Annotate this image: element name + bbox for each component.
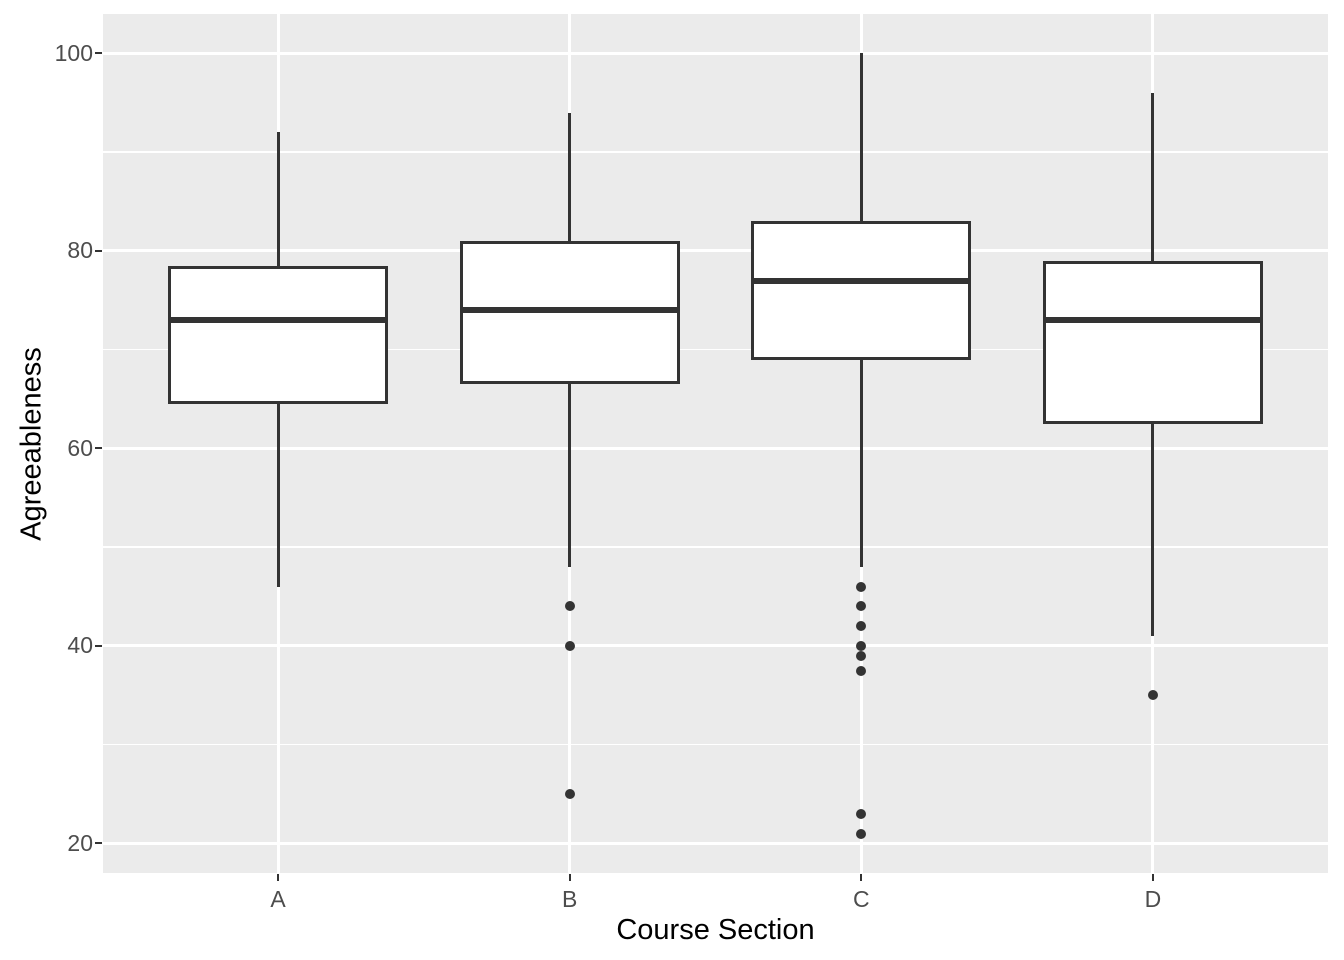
x-tick-label-C: C: [853, 886, 870, 912]
outlier-point-C-40: [856, 640, 867, 651]
x-tick-B: [568, 874, 571, 881]
x-tick-C: [860, 874, 863, 881]
box-A: [168, 265, 388, 404]
box-D: [1042, 260, 1263, 424]
outlier-point-C-39: [856, 650, 867, 661]
gridline-major-y-20: [103, 841, 1328, 845]
y-tick-label-60: 60: [67, 434, 93, 461]
median-line-C: [751, 277, 972, 284]
whisker-upper-A: [276, 132, 280, 266]
y-axis-title: Agreeableness: [15, 346, 48, 541]
outlier-point-B-40: [564, 640, 575, 651]
whisker-lower-A: [276, 404, 280, 587]
y-tick-label-40: 40: [67, 632, 93, 659]
box-C: [751, 221, 972, 360]
x-tick-D: [1151, 874, 1154, 881]
gridline-minor-y-90: [103, 151, 1328, 153]
x-tick-label-B: B: [561, 886, 578, 912]
x-tick-A: [277, 874, 279, 881]
outlier-point-C-46: [856, 581, 867, 592]
gridline-major-y-60: [103, 446, 1328, 450]
y-tick-40: [95, 644, 102, 647]
outlier-point-D-35: [1147, 690, 1158, 701]
gridline-major-y-40: [103, 644, 1328, 648]
outlier-point-B-44: [564, 601, 575, 612]
x-tick-label-A: A: [270, 886, 286, 912]
y-tick-80: [95, 249, 102, 252]
gridline-minor-y-30: [103, 743, 1328, 746]
outlier-point-B-25: [564, 789, 575, 799]
y-tick-60: [95, 447, 102, 450]
y-tick-label-80: 80: [67, 237, 93, 264]
outlier-point-C-37.5: [856, 665, 867, 676]
y-tick-20: [95, 842, 102, 845]
y-tick-100: [95, 52, 102, 55]
outlier-point-C-42: [856, 621, 867, 632]
gridline-minor-y-70: [103, 348, 1328, 351]
y-tick-label-100: 100: [54, 39, 93, 66]
gridline-major-y-80: [103, 249, 1328, 253]
outlier-point-C-44: [856, 601, 867, 612]
outlier-point-C-23: [856, 808, 867, 819]
gridline-minor-y-50: [103, 546, 1328, 548]
outlier-point-C-21: [856, 828, 867, 839]
whisker-lower-C: [859, 359, 863, 567]
whisker-lower-D: [1151, 423, 1155, 637]
y-tick-label-20: 20: [67, 829, 93, 856]
x-tick-label-D: D: [1144, 886, 1162, 912]
whisker-lower-B: [568, 384, 572, 567]
x-axis-title: Course Section: [616, 914, 815, 946]
median-line-B: [459, 307, 680, 314]
median-line-A: [168, 317, 388, 324]
whisker-upper-D: [1151, 92, 1155, 261]
whisker-upper-B: [568, 112, 572, 242]
gridline-major-y-100: [103, 51, 1328, 55]
plot-panel: [103, 14, 1328, 873]
median-line-D: [1042, 317, 1263, 324]
whisker-upper-C: [859, 53, 863, 222]
